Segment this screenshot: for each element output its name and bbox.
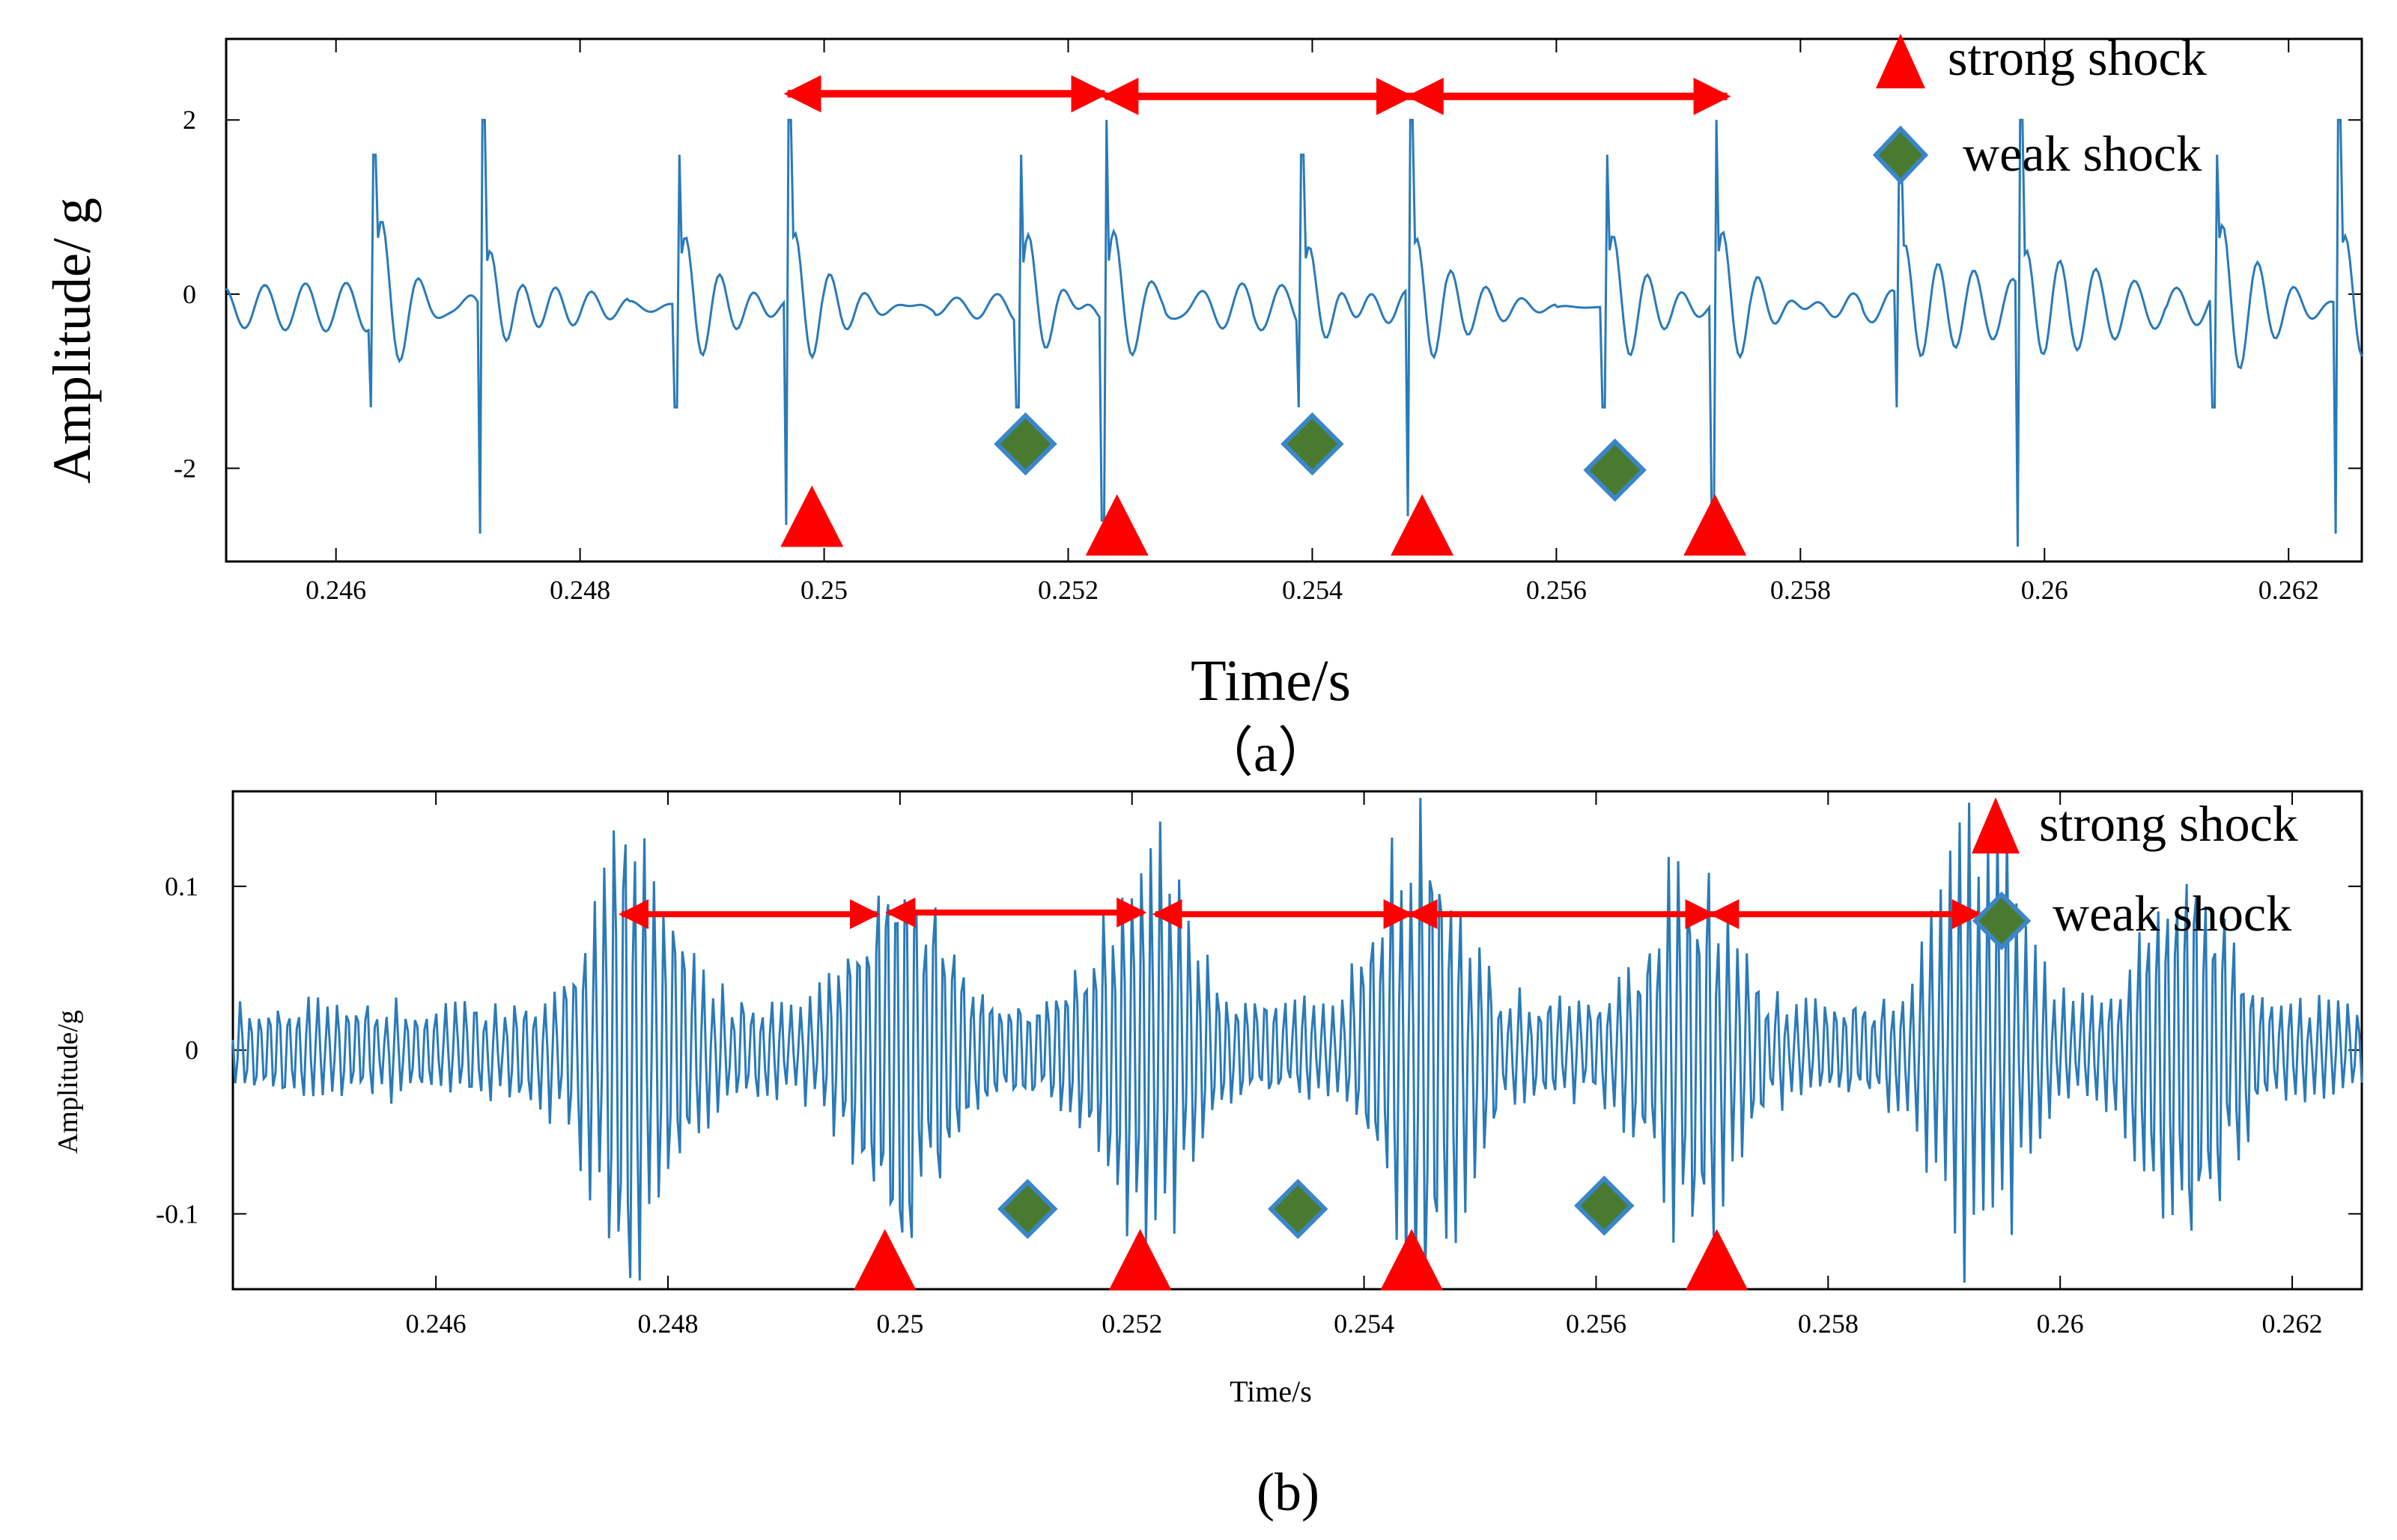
panel-a-signal-line xyxy=(225,118,2363,547)
panel-b-xtick-label: 0.262 xyxy=(2262,1309,2323,1339)
panel-a-xtick-label: 0.254 xyxy=(1282,575,1343,605)
panel-a-xtick-label: 0.256 xyxy=(1526,575,1587,605)
panel-b-ytick-label: 0 xyxy=(185,1035,198,1065)
panel-a-strong-shock-marker xyxy=(1391,494,1454,556)
panel-b-xtick-label: 0.252 xyxy=(1102,1309,1162,1339)
panel-a-xtick-label: 0.26 xyxy=(2021,575,2068,605)
panel-b-weak-shock-marker xyxy=(1574,1175,1635,1236)
panel-b-xtick-label: 0.254 xyxy=(1334,1309,1394,1339)
panel-a-ytick-label: 0 xyxy=(183,279,196,309)
panel-a-xtick-label: 0.252 xyxy=(1038,575,1099,605)
panel-b: 0.246 0.248 0.25 0.252 0.254 0.256 0.258 0.26 0.… xyxy=(52,790,2363,1522)
panel-a-caption: （a） xyxy=(1200,723,1331,783)
legend-strong-shock-label: strong shock xyxy=(2039,795,2298,852)
panel-a-xtick-label: 0.25 xyxy=(800,575,848,605)
legend-weak-shock-diamond-icon xyxy=(1972,891,2032,951)
panel-a-xtick-label: 0.248 xyxy=(550,575,610,605)
panel-a-strong-shock-marker xyxy=(780,485,844,547)
legend-strong-shock-triangle-icon xyxy=(1876,34,1925,88)
panel-a-interval-arrows xyxy=(783,75,1731,115)
panel-a-strong-shock-marker xyxy=(1085,494,1149,556)
panel-b-ylabel: Amplitude/g xyxy=(52,1010,84,1154)
panel-a-ticks: 0.246 0.248 0.25 0.252 0.254 0.256 0.258 0.26 0.… xyxy=(174,39,2362,605)
panel-b-xtick-label: 0.258 xyxy=(1798,1309,1859,1339)
panel-b-xtick-label: 0.246 xyxy=(406,1309,467,1339)
legend-weak-shock-label: weak shock xyxy=(1963,125,2202,182)
panel-a-xtick-label: 0.246 xyxy=(306,575,366,605)
panel-b-xtick-label: 0.248 xyxy=(637,1309,698,1339)
legend-strong-shock-triangle-icon xyxy=(1972,797,2020,853)
panel-b-legend: strong shock weak shock xyxy=(1972,795,2298,951)
panel-b-ticks: 0.246 0.248 0.25 0.252 0.254 0.256 0.258 0.26 0.… xyxy=(156,791,2362,1339)
panel-b-weak-shock-marker xyxy=(997,1178,1058,1240)
panel-a-shock-markers xyxy=(780,412,1747,556)
panel-b-interval-arrows xyxy=(619,897,1982,930)
panel-b-strong-shock-marker xyxy=(1108,1229,1172,1291)
panel-a-legend: strong shock weak shock xyxy=(1872,29,2207,185)
panel-b-xtick-label: 0.25 xyxy=(876,1309,923,1339)
panel-a-xlabel: Time/s xyxy=(1191,648,1351,713)
panel-a-xtick-label: 0.258 xyxy=(1770,575,1831,605)
legend-weak-shock-diamond-icon xyxy=(1872,125,1929,185)
panel-b-weak-shock-marker xyxy=(1268,1178,1328,1240)
panel-b-strong-shock-marker xyxy=(1380,1229,1444,1291)
panel-b-ytick-label: 0.1 xyxy=(165,871,198,901)
panel-b-caption: (b) xyxy=(1257,1462,1319,1522)
panel-b-strong-shock-marker xyxy=(1685,1229,1749,1291)
panel-b-xtick-label: 0.26 xyxy=(2037,1309,2084,1339)
panel-a-weak-shock-marker xyxy=(994,412,1057,476)
panel-a-ylabel: Amplitude/ g xyxy=(42,198,102,484)
legend-strong-shock-label: strong shock xyxy=(1948,29,2207,86)
panel-a: 0.246 0.248 0.25 0.252 0.254 0.256 0.258 0.26 0.… xyxy=(42,29,2363,783)
panel-a-ytick-label: 2 xyxy=(183,105,196,135)
panel-b-shock-markers xyxy=(853,1175,1749,1291)
panel-a-xtick-label: 0.262 xyxy=(2258,575,2319,605)
legend-weak-shock-label: weak shock xyxy=(2053,885,2291,942)
panel-a-strong-shock-marker xyxy=(1683,494,1747,556)
panel-a-ytick-label: -2 xyxy=(174,454,196,484)
panel-b-xtick-label: 0.256 xyxy=(1566,1309,1626,1339)
panel-b-strong-shock-marker xyxy=(853,1229,917,1291)
panel-b-xlabel: Time/s xyxy=(1230,1375,1312,1408)
panel-a-frame xyxy=(225,37,2363,563)
panel-a-weak-shock-marker xyxy=(1280,412,1344,476)
panel-a-weak-shock-marker xyxy=(1583,438,1647,502)
panel-b-ytick-label: -0.1 xyxy=(156,1199,198,1229)
